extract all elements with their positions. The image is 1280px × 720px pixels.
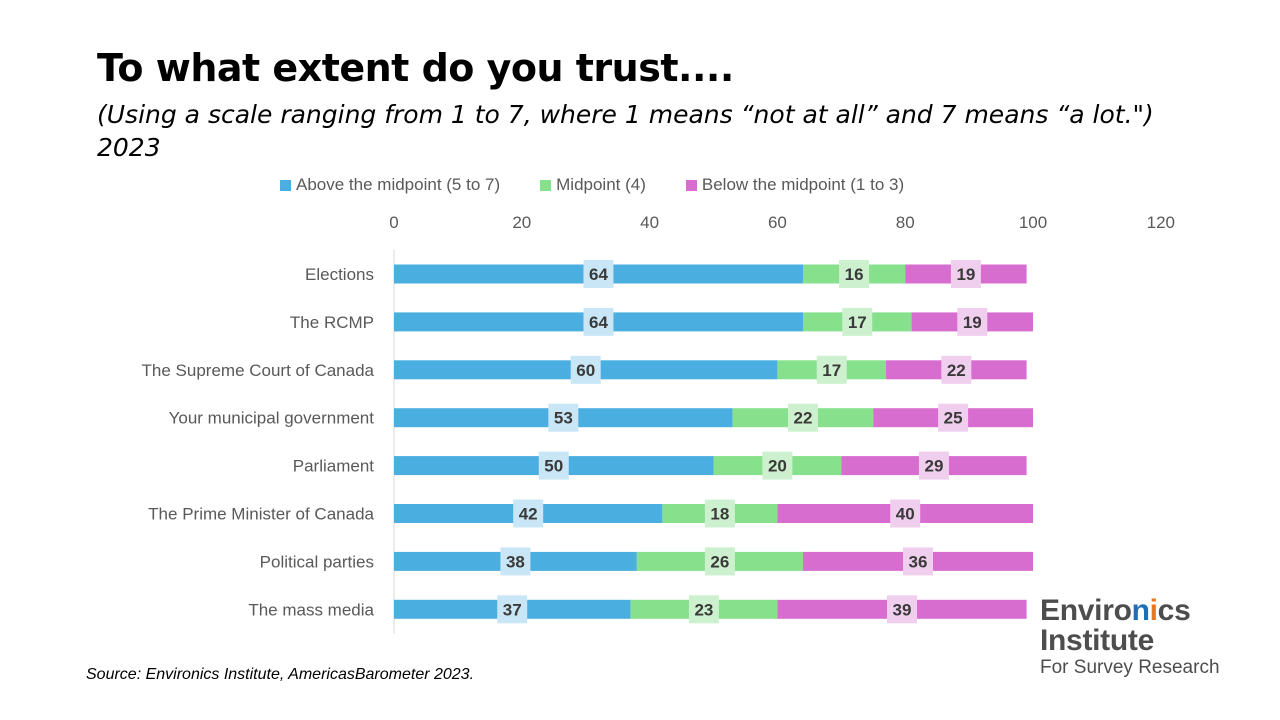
legend-swatch-below: [685, 179, 697, 191]
data-label-above: 64: [589, 265, 608, 284]
data-label-below: 39: [893, 600, 912, 619]
legend-label-mid: Midpoint (4): [556, 175, 646, 194]
data-label-above: 50: [544, 457, 563, 476]
logo-line-1: Environics: [1040, 594, 1191, 627]
data-label-bg-above: [583, 260, 614, 288]
data-label-bg-above: [500, 547, 531, 576]
data-label-bg-below: [950, 260, 981, 288]
data-label-bg-below: [890, 499, 921, 528]
data-label-mid: 18: [710, 505, 729, 524]
data-label-bg-below: [918, 451, 949, 480]
data-label-bg-mid: [816, 355, 847, 384]
data-label-below: 25: [944, 409, 963, 428]
data-label-below: 22: [947, 361, 966, 380]
data-label-bg-below: [957, 307, 988, 336]
category-label: Elections: [305, 265, 374, 284]
x-tick-label: 0: [389, 213, 398, 232]
data-label-bg-above: [583, 307, 614, 336]
data-label-mid: 23: [694, 600, 713, 619]
legend: Above the midpoint (5 to 7) Midpoint (4)…: [280, 174, 944, 196]
data-label-above: 53: [554, 409, 573, 428]
data-label-bg-above: [538, 451, 569, 480]
logo-line-2: Institute: [1040, 624, 1154, 657]
environics-logo: Environics Institute For Survey Research: [1040, 596, 1220, 680]
data-label-bg-mid: [688, 595, 719, 624]
chart-subtitle: (Using a scale ranging from 1 to 7, wher…: [97, 100, 1154, 162]
data-label-above: 64: [589, 313, 608, 332]
x-tick-label: 80: [896, 213, 915, 232]
data-label-above: 38: [506, 552, 525, 571]
data-label-bg-mid: [787, 403, 818, 432]
legend-item-below: Below the midpoint (1 to 3): [685, 175, 905, 195]
data-label-below: 29: [924, 457, 943, 476]
data-label-bg-mid: [839, 260, 870, 288]
legend-item-above: Above the midpoint (5 to 7): [280, 175, 500, 195]
legend-label-below: Below the midpoint (1 to 3): [701, 175, 905, 194]
x-tick-label: 40: [640, 213, 659, 232]
data-label-bg-mid: [704, 547, 735, 576]
data-label-bg-below: [938, 403, 969, 432]
legend-swatch-above: [280, 179, 291, 191]
data-label-above: 42: [519, 505, 538, 524]
category-label: The Supreme Court of Canada: [142, 361, 375, 380]
x-tick-label: 60: [768, 213, 787, 232]
data-label-mid: 16: [845, 265, 864, 284]
source-note: Source: Environics Institute, AmericasBa…: [86, 666, 475, 683]
data-label-bg-above: [570, 355, 601, 384]
data-label-mid: 22: [793, 409, 812, 428]
data-label-mid: 17: [848, 313, 867, 332]
data-label-above: 37: [503, 600, 522, 619]
data-label-bg-mid: [762, 451, 793, 480]
chart-title: To what extent do you trust....: [97, 46, 734, 90]
data-label-bg-above: [548, 403, 579, 432]
data-label-bg-above: [497, 595, 528, 624]
category-label: Parliament: [293, 457, 375, 476]
data-label-below: 19: [956, 265, 975, 284]
data-label-mid: 20: [768, 457, 787, 476]
data-label-below: 19: [963, 313, 982, 332]
data-label-bg-below: [902, 547, 933, 576]
category-label: The Prime Minister of Canada: [148, 505, 374, 524]
category-label: The mass media: [248, 600, 374, 619]
data-label-mid: 26: [710, 552, 729, 571]
x-tick-label: 120: [1147, 213, 1175, 232]
data-label-bg-below: [887, 595, 918, 624]
data-label-below: 36: [909, 552, 928, 571]
legend-item-mid: Midpoint (4): [540, 175, 646, 195]
category-label: Political parties: [260, 552, 374, 571]
category-label: The RCMP: [290, 313, 374, 332]
data-label-below: 40: [896, 505, 915, 524]
data-label-mid: 17: [822, 361, 841, 380]
data-label-above: 60: [576, 361, 595, 380]
logo-line-3: For Survey Research: [1040, 657, 1220, 678]
data-label-bg-mid: [842, 307, 873, 336]
category-label: Your municipal government: [169, 409, 375, 428]
data-label-bg-mid: [704, 499, 735, 528]
legend-swatch-mid: [540, 179, 552, 191]
data-label-bg-below: [941, 355, 972, 384]
x-tick-label: 100: [1019, 213, 1047, 232]
data-label-bg-above: [513, 499, 544, 528]
x-tick-label: 20: [512, 213, 531, 232]
legend-label-above: Above the midpoint (5 to 7): [296, 175, 501, 194]
